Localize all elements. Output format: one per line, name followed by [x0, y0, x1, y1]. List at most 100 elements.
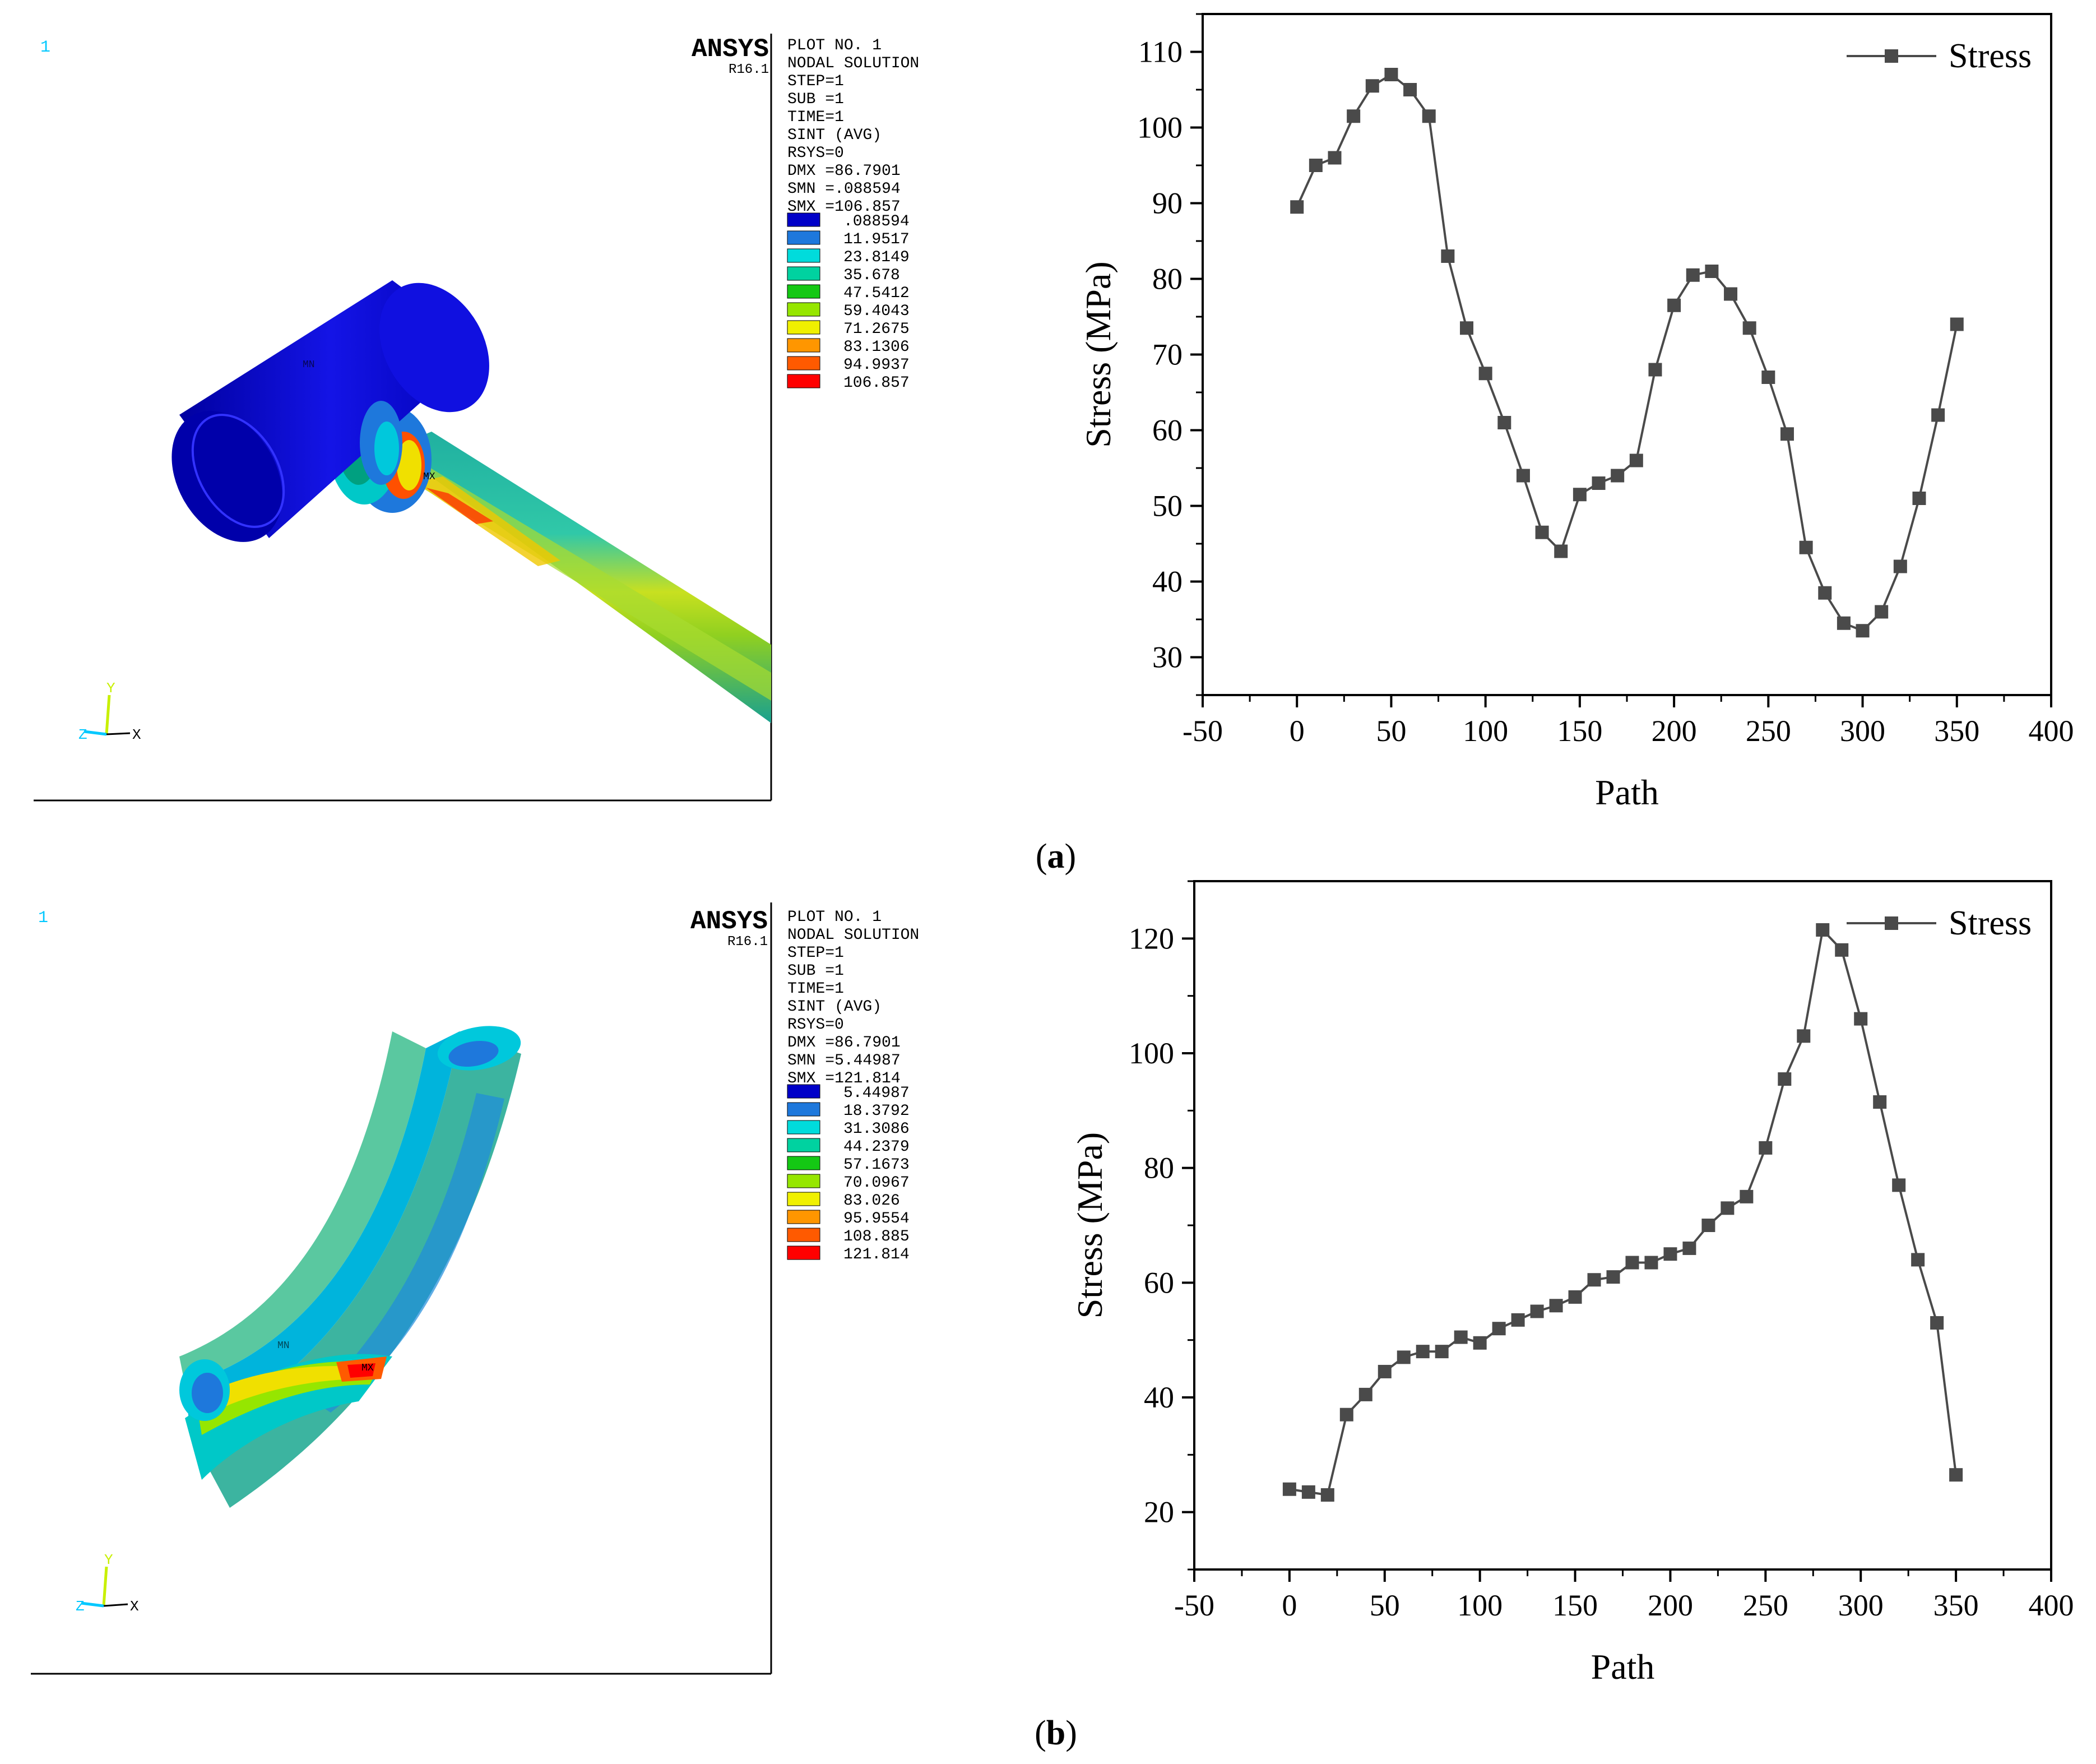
data-point	[1460, 321, 1474, 335]
data-point	[1378, 1364, 1392, 1378]
x-tick-label: 0	[1290, 714, 1305, 748]
legend-value: 31.3086	[843, 1121, 910, 1138]
ansys-info-line: NODAL SOLUTION	[787, 927, 919, 944]
data-point	[1320, 1488, 1334, 1502]
fea-model-tee: MX MN	[171, 280, 771, 723]
legend-value: .088594	[843, 213, 910, 230]
x-tick-label: 50	[1370, 1589, 1400, 1622]
coordinate-triad: Y Z X	[78, 680, 141, 743]
data-point	[1592, 476, 1606, 490]
data-point	[1648, 363, 1662, 377]
data-point	[1629, 453, 1643, 467]
ansys-info-line: SINT (AVG)	[787, 127, 882, 144]
legend-swatch	[787, 1228, 820, 1242]
ansys-info-line: SUB =1	[787, 91, 844, 108]
data-point	[1705, 265, 1719, 278]
legend-swatch	[787, 1120, 820, 1135]
y-tick-label: 90	[1152, 187, 1183, 220]
ansys-info-line: RSYS=0	[787, 1016, 844, 1034]
legend-swatch	[787, 1174, 820, 1188]
data-point	[1875, 605, 1889, 619]
data-point	[1686, 268, 1700, 282]
ansys-brand: ANSYS	[692, 35, 769, 64]
data-point	[1818, 586, 1832, 600]
data-point	[1549, 1299, 1563, 1313]
ansys-brand: ANSYS	[690, 907, 768, 936]
data-point	[1816, 923, 1830, 937]
mn-marker: MN	[277, 1340, 290, 1351]
ansys-version: R16.1	[729, 62, 769, 77]
x-tick-label: -50	[1174, 1589, 1214, 1622]
data-point	[1931, 408, 1945, 422]
legend-value: 70.0967	[843, 1174, 910, 1192]
data-point	[1416, 1345, 1430, 1359]
legend-value: 71.2675	[843, 321, 910, 338]
x-tick-label: 100	[1457, 1589, 1503, 1622]
ansys-info-line: SINT (AVG)	[787, 998, 882, 1016]
svg-text:Y: Y	[104, 1552, 113, 1568]
legend-value: 95.9554	[843, 1210, 910, 1228]
data-point	[1644, 1256, 1658, 1270]
legend-value: 94.9937	[843, 356, 910, 374]
legend-swatch	[787, 266, 820, 281]
data-point	[1422, 109, 1436, 123]
legend-value: 47.5412	[843, 285, 910, 302]
data-point	[1535, 525, 1549, 539]
ansys-info-line: DMX =86.7901	[787, 1034, 901, 1052]
y-axis-title: Stress (MPa)	[1078, 261, 1118, 447]
legend-value: 59.4043	[843, 303, 910, 320]
data-point	[1511, 1313, 1525, 1327]
data-point	[1701, 1219, 1715, 1232]
data-point	[1347, 109, 1361, 123]
ansys-info-line: SUB =1	[787, 962, 844, 980]
data-point	[1854, 1012, 1868, 1026]
ansys-info-line: TIME=1	[787, 980, 844, 998]
legend-swatch	[787, 1138, 820, 1152]
panel-label-a: (a)	[1036, 837, 1076, 876]
legend-marker	[1885, 49, 1898, 63]
y-tick-label: 100	[1129, 1036, 1174, 1070]
data-point	[1761, 371, 1775, 384]
data-point	[1740, 1189, 1754, 1203]
data-point	[1573, 488, 1587, 502]
contour-legend: .08859411.951723.814935.67847.541259.404…	[787, 212, 910, 392]
ansys-info-line: TIME=1	[787, 109, 844, 126]
y-tick-label: 50	[1152, 489, 1183, 523]
x-tick-label: 250	[1746, 714, 1791, 748]
data-point	[1893, 559, 1907, 573]
legend-swatch	[787, 1246, 820, 1260]
ansys-info-line: DMX =86.7901	[787, 163, 901, 180]
series-line	[1296, 73, 1958, 632]
y-tick-label: 80	[1144, 1151, 1174, 1185]
svg-text:X: X	[132, 726, 141, 743]
legend-value: 121.814	[843, 1246, 910, 1263]
ansys-info-line: STEP=1	[787, 73, 844, 90]
legend-value: 18.3792	[843, 1103, 910, 1120]
x-tick-label: 350	[1934, 714, 1979, 748]
data-point	[1358, 1387, 1372, 1401]
legend-swatch	[787, 1192, 820, 1206]
data-point	[1799, 540, 1813, 554]
data-point	[1835, 943, 1849, 957]
ansys-version: R16.1	[727, 934, 768, 950]
legend-value: 106.857	[843, 374, 910, 392]
ansys-info-line: NODAL SOLUTION	[787, 55, 919, 72]
x-axis-title: Path	[1595, 772, 1659, 812]
plot-frame	[1202, 13, 2052, 696]
x-axis-title: Path	[1591, 1647, 1655, 1687]
y-tick-label: 70	[1152, 338, 1183, 372]
legend-swatch	[787, 1084, 820, 1099]
ansys-info-line: SMN =.088594	[787, 180, 901, 198]
ansys-info-line: PLOT NO. 1	[787, 909, 882, 926]
legend-value: 108.885	[843, 1228, 910, 1246]
ansys-info-line: RSYS=0	[787, 145, 844, 162]
y-tick-label: 110	[1138, 35, 1183, 69]
contour-legend: 5.4498718.379231.308644.237957.167370.09…	[787, 1084, 910, 1263]
data-point	[1873, 1095, 1887, 1109]
data-point	[1606, 1270, 1620, 1284]
data-point	[1301, 1485, 1315, 1499]
y-tick-label: 60	[1144, 1266, 1174, 1299]
data-point	[1441, 249, 1455, 263]
